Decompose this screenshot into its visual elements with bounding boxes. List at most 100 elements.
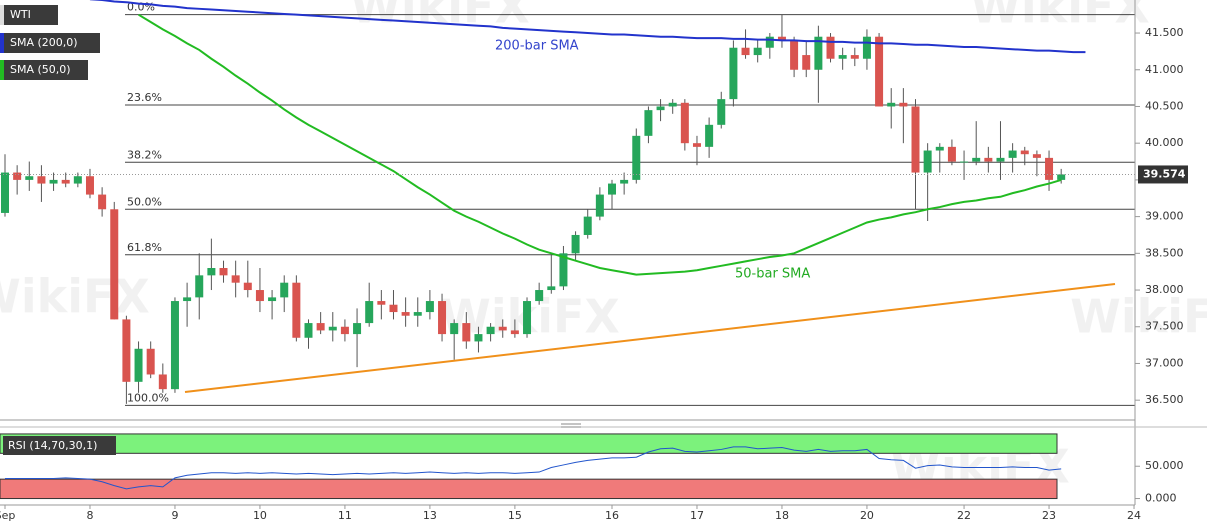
candle-body	[510, 330, 519, 335]
candle-body	[1057, 174, 1066, 180]
annotation: 50-bar SMA	[735, 267, 810, 282]
candle-body	[960, 161, 969, 163]
rsi-tick-label: 50.000	[1145, 459, 1184, 472]
candle-body	[377, 301, 386, 305]
candle-body	[741, 47, 750, 56]
candle-body	[25, 176, 34, 180]
candle-body	[37, 176, 46, 184]
candle-body	[498, 326, 507, 331]
candle-body	[98, 194, 107, 210]
candle-body	[777, 36, 786, 41]
candle-body	[571, 234, 580, 254]
candle-body	[911, 106, 920, 173]
candle-body	[122, 319, 131, 382]
candle-body	[425, 301, 434, 313]
candle-body	[1032, 154, 1041, 158]
candle-body	[389, 304, 398, 313]
candle-body	[255, 290, 264, 302]
candle-body	[474, 334, 483, 342]
y-tick-label: 40.500	[1145, 99, 1184, 112]
legend-label: SMA (50,0)	[10, 63, 71, 76]
y-tick-label: 36.500	[1145, 393, 1184, 406]
legend-swatch	[0, 5, 4, 25]
fib-label: 38.2%	[127, 148, 162, 161]
candle-body	[523, 301, 532, 335]
candle-body	[340, 326, 349, 335]
candle-body	[231, 275, 240, 283]
candle-body	[268, 297, 277, 302]
candle-body	[923, 150, 932, 173]
candle-body	[353, 323, 362, 335]
candle-body	[692, 143, 701, 147]
candle-body	[438, 301, 447, 335]
candle-body	[158, 374, 167, 390]
candle-body	[365, 301, 374, 324]
legend-box	[0, 60, 88, 80]
legend-label: SMA (200,0)	[10, 36, 78, 49]
annotation: 200-bar SMA	[495, 39, 579, 54]
y-tick-label: 39.000	[1145, 210, 1184, 223]
rsi-tick-label: 0.000	[1145, 492, 1177, 505]
candle-body	[85, 176, 94, 195]
candle-body	[935, 146, 944, 151]
candle-body	[680, 102, 689, 144]
last-price-label: 39.574	[1143, 167, 1186, 180]
candle-body	[219, 268, 228, 276]
overbought-zone	[0, 433, 1058, 454]
y-tick-label: 37.500	[1145, 320, 1184, 333]
candle-body	[705, 124, 714, 147]
candle-body	[183, 297, 192, 302]
candle-body	[899, 102, 908, 107]
candle-body	[535, 290, 544, 302]
x-tick-label: 22	[957, 509, 971, 522]
y-tick-label: 40.000	[1145, 136, 1184, 149]
candle-body	[826, 36, 835, 59]
y-tick-label: 37.000	[1145, 356, 1184, 369]
candle-body	[972, 157, 981, 162]
x-tick-label: 8	[86, 509, 93, 522]
candle-body	[1045, 157, 1054, 180]
candle-body	[1008, 150, 1017, 158]
candle-body	[73, 176, 82, 184]
candle-body	[595, 194, 604, 217]
x-tick-label: 11	[338, 509, 352, 522]
y-tick-label: 41.000	[1145, 63, 1184, 76]
watermark: WikiFX	[0, 270, 150, 324]
candle-body	[632, 135, 641, 180]
sma-line	[89, 0, 1086, 54]
candle-body	[1, 172, 9, 213]
candle-body	[292, 282, 301, 338]
candle-body	[547, 286, 556, 291]
candle-body	[401, 312, 410, 316]
candle-body	[984, 157, 993, 162]
last-price-box	[1138, 165, 1188, 184]
rsi-label-box	[3, 436, 116, 455]
rsi-line	[5, 446, 1062, 490]
watermark: WikiFX	[970, 0, 1150, 34]
y-tick-label: 38.000	[1145, 283, 1184, 296]
candle-body	[765, 36, 774, 48]
x-tick-label: 16	[605, 509, 619, 522]
x-tick-label: 15	[508, 509, 522, 522]
candle-body	[887, 102, 896, 107]
candle-body	[814, 36, 823, 70]
candle-body	[486, 326, 495, 335]
x-tick-label: 23	[1042, 509, 1056, 522]
candle-body	[243, 282, 252, 291]
x-tick-label: 10	[253, 509, 267, 522]
x-tick-label: 20	[860, 509, 874, 522]
x-tick-label: 18	[775, 509, 789, 522]
legend-swatch	[0, 60, 4, 80]
candle-body	[729, 47, 738, 100]
candle-body	[450, 323, 459, 335]
candle-body	[838, 55, 847, 59]
candle-body	[862, 36, 871, 59]
candle-body	[947, 146, 956, 162]
sma-line	[138, 13, 1062, 276]
fib-label: 61.8%	[127, 241, 162, 254]
candle-body	[170, 301, 179, 390]
legend-box	[0, 33, 100, 53]
candle-body	[1020, 150, 1029, 155]
x-tick-label: 17	[690, 509, 704, 522]
candle-body	[583, 216, 592, 235]
